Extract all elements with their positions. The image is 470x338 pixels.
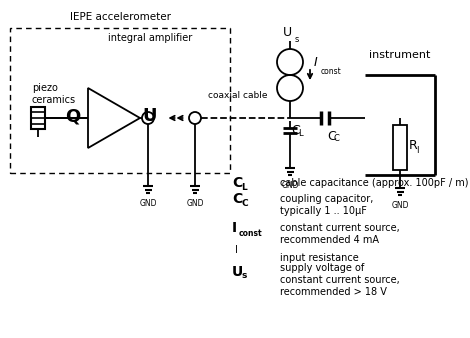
Text: ceramics: ceramics [32, 95, 76, 105]
Text: typically 1 .. 10μF: typically 1 .. 10μF [280, 206, 367, 216]
Text: U: U [232, 265, 243, 279]
Text: constant current source,: constant current source, [280, 223, 400, 233]
Text: I: I [416, 146, 418, 155]
Text: piezo: piezo [32, 83, 58, 93]
Text: s: s [241, 271, 246, 281]
Text: IEPE accelerometer: IEPE accelerometer [70, 12, 171, 22]
Bar [393, 125, 407, 170]
Text: s: s [295, 35, 299, 44]
Text: coupling capacitor,: coupling capacitor, [280, 194, 373, 204]
Text: C: C [291, 124, 300, 137]
Text: instrument: instrument [368, 50, 430, 60]
Text: C: C [327, 130, 336, 143]
Text: I: I [232, 221, 237, 235]
Text: const: const [321, 67, 342, 75]
Text: GND: GND [139, 199, 157, 209]
Text: U: U [143, 107, 157, 125]
Text: C: C [232, 176, 242, 190]
Text: GND: GND [391, 201, 409, 211]
Text: C: C [232, 192, 242, 206]
Text: R: R [409, 139, 418, 152]
Bar [31, 107, 45, 129]
Text: cable capacitance (approx. 100pF / m): cable capacitance (approx. 100pF / m) [280, 178, 469, 188]
Text: coaxial cable: coaxial cable [208, 91, 267, 99]
Text: L: L [241, 183, 247, 192]
Text: recommended > 18 V: recommended > 18 V [280, 287, 387, 297]
Text: supply voltage of: supply voltage of [280, 263, 364, 273]
Text: I: I [314, 56, 318, 70]
Text: GND: GND [281, 182, 299, 191]
Text: const: const [239, 228, 263, 238]
Text: I: I [235, 245, 238, 255]
Text: integral amplifier: integral amplifier [108, 33, 192, 43]
Text: Q: Q [65, 107, 80, 125]
Text: GND: GND [186, 199, 204, 209]
Bar [10, 28, 230, 173]
Text: U: U [282, 26, 291, 39]
Text: recommended 4 mA: recommended 4 mA [280, 235, 379, 245]
Text: C: C [241, 198, 248, 208]
Text: C: C [334, 134, 340, 143]
Text: L: L [298, 129, 303, 138]
Text: constant current source,: constant current source, [280, 275, 400, 285]
Text: input resistance: input resistance [280, 253, 359, 263]
